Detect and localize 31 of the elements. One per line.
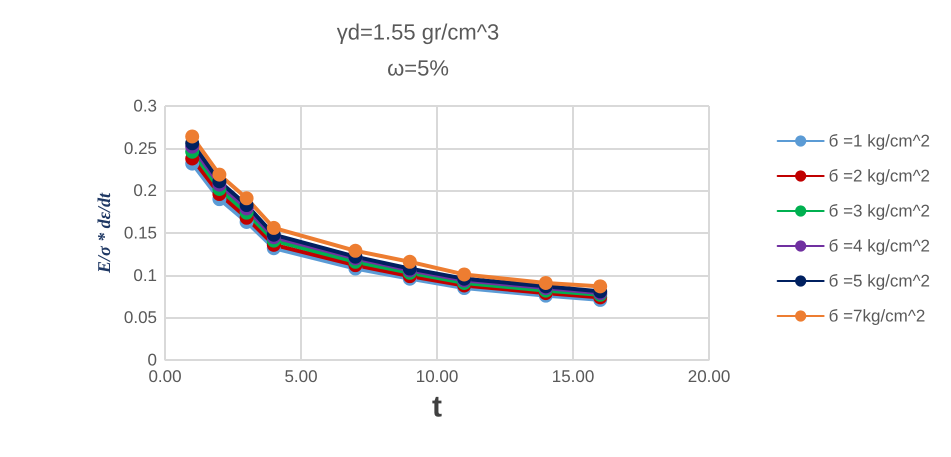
- point: [185, 129, 200, 144]
- x-tick-label: 0.00: [148, 367, 182, 386]
- legend-label: б =1 kg/cm^2: [828, 132, 930, 150]
- x-tick-label: 5.00: [284, 367, 318, 386]
- legend-label: б =7kg/cm^2: [828, 306, 926, 326]
- point: [240, 191, 254, 206]
- point: [402, 254, 417, 269]
- chart-title: γd=1.55 gr/cm^3: [336, 20, 500, 44]
- y-tick-label: 0: [148, 350, 157, 370]
- x-tick-label: 10.00: [416, 367, 458, 386]
- point: [348, 244, 362, 258]
- point: [266, 220, 281, 235]
- legend-label: б =4 kg/cm^2: [828, 236, 930, 256]
- x-axis-title: t: [432, 390, 442, 424]
- y-tick-label: 0.2: [133, 181, 157, 200]
- point: [212, 168, 226, 182]
- y-tick-label: 0.1: [133, 266, 157, 285]
- y-axis-title: E/σ * dε/dt: [94, 192, 114, 274]
- legend-label: б =5 kg/cm^2: [828, 272, 930, 290]
- point: [457, 267, 472, 282]
- y-tick-label: 0.05: [124, 308, 157, 328]
- x-tick-label: 20.00: [688, 367, 730, 386]
- legend-label: б =2 kg/cm^2: [828, 166, 930, 186]
- chart-subtitle: ω=5%: [387, 56, 449, 80]
- x-tick-label: 15.00: [552, 367, 594, 386]
- legend-label: б =3 kg/cm^2: [828, 202, 930, 220]
- y-tick-label: 0.25: [124, 138, 157, 158]
- point: [538, 276, 553, 290]
- y-tick-label: 0.3: [133, 96, 157, 116]
- y-tick-label: 0.15: [124, 224, 157, 242]
- point: [593, 279, 608, 294]
